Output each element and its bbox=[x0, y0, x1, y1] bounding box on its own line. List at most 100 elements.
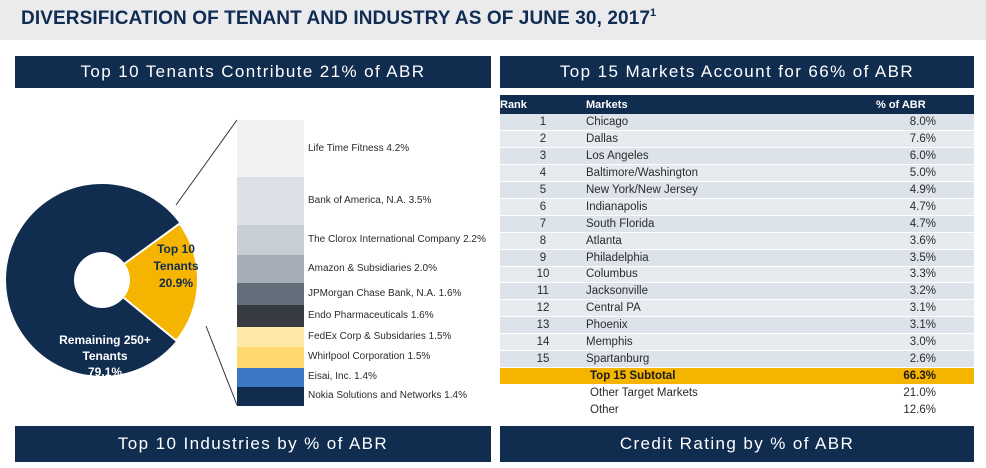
markets-table: Rank Markets % of ABR 1 Chicago 8.0% 2 Dalla… bbox=[500, 95, 974, 419]
market-rank: 11 bbox=[500, 282, 586, 301]
market-rank: 4 bbox=[500, 164, 586, 183]
market-name: Dallas bbox=[586, 130, 876, 149]
tenant-bar-segment bbox=[237, 177, 304, 226]
market-name: New York/New Jersey bbox=[586, 181, 876, 199]
other-target-label: Other Target Markets bbox=[586, 384, 876, 402]
market-name: South Florida bbox=[586, 215, 876, 233]
pie-label-top10-pct: 20.9% bbox=[159, 276, 193, 290]
market-name: Chicago bbox=[586, 114, 876, 132]
market-pct: 3.6% bbox=[876, 232, 974, 250]
market-name: Atlanta bbox=[586, 232, 876, 250]
market-name: Indianapolis bbox=[586, 198, 876, 216]
title-footnote: 1 bbox=[650, 7, 657, 19]
market-rank: 14 bbox=[500, 333, 586, 351]
market-rank: 5 bbox=[500, 181, 586, 199]
tenant-bar-segment bbox=[237, 347, 304, 368]
market-row: 15 Spartanburg 2.6% bbox=[500, 350, 974, 368]
market-pct: 3.3% bbox=[876, 266, 974, 284]
market-rank: 9 bbox=[500, 249, 586, 267]
tenant-bar-segment bbox=[237, 255, 304, 283]
page-title: DIVERSIFICATION OF TENANT AND INDUSTRY A… bbox=[21, 7, 657, 29]
tenant-label: FedEx Corp & Subsidaries 1.5% bbox=[308, 330, 452, 342]
tenants-panel-header: Top 10 Tenants Contribute 21% of ABR bbox=[15, 56, 491, 88]
tenant-bar-segment bbox=[237, 367, 304, 387]
tenant-label: Eisai, Inc. 1.4% bbox=[308, 371, 377, 383]
market-name: Memphis bbox=[586, 333, 876, 351]
other-target-pct: 21.0% bbox=[876, 384, 974, 402]
market-pct: 3.0% bbox=[876, 333, 974, 351]
tenant-label: Endo Pharmaceuticals 1.6% bbox=[308, 309, 434, 321]
col-header-markets: Markets bbox=[586, 95, 876, 114]
market-pct: 2.6% bbox=[876, 350, 974, 368]
tenant-label: Nokia Solutions and Networks 1.4% bbox=[308, 390, 467, 402]
market-rank: 15 bbox=[500, 350, 586, 368]
market-rank: 8 bbox=[500, 232, 586, 250]
market-pct: 7.6% bbox=[876, 130, 974, 149]
market-row: 1 Chicago 8.0% bbox=[500, 114, 974, 132]
col-header-rank: Rank bbox=[500, 95, 586, 114]
subtotal-pct: 66.3% bbox=[876, 367, 974, 385]
market-row: 10 Columbus 3.3% bbox=[500, 266, 974, 284]
market-name: Los Angeles bbox=[586, 147, 876, 166]
market-pct: 6.0% bbox=[876, 147, 974, 166]
other-row: Other 12.6% bbox=[500, 401, 974, 419]
market-row: 9 Philadelphia 3.5% bbox=[500, 249, 974, 267]
market-pct: 4.7% bbox=[876, 198, 974, 216]
market-row: 2 Dallas 7.6% bbox=[500, 130, 974, 149]
market-rank: 10 bbox=[500, 266, 586, 284]
market-row: 12 Central PA 3.1% bbox=[500, 299, 974, 318]
market-pct: 3.1% bbox=[876, 299, 974, 318]
tenant-label: Bank of America, N.A. 3.5% bbox=[308, 195, 432, 207]
pie-center-hole bbox=[74, 252, 130, 308]
tenant-label: The Clorox International Company 2.2% bbox=[308, 234, 486, 246]
pie-label-remaining-line2: Tenants bbox=[82, 349, 127, 363]
pie-label-top10-line1: Top 10 bbox=[157, 242, 195, 256]
tenant-bar-segment bbox=[237, 225, 304, 256]
market-row: 11 Jacksonville 3.2% bbox=[500, 282, 974, 301]
subtotal-row: Top 15 Subtotal 66.3% bbox=[500, 367, 974, 385]
credit-panel-header: Credit Rating by % of ABR bbox=[500, 426, 974, 462]
market-pct: 5.0% bbox=[876, 164, 974, 183]
tenant-bar-segment bbox=[237, 120, 304, 178]
pie-slice-top10 bbox=[100, 222, 199, 343]
market-row: 14 Memphis 3.0% bbox=[500, 333, 974, 351]
market-pct: 4.7% bbox=[876, 215, 974, 233]
market-row: 3 Los Angeles 6.0% bbox=[500, 147, 974, 166]
market-row: 7 South Florida 4.7% bbox=[500, 215, 974, 233]
pie-label-remaining-pct: 79.1% bbox=[88, 365, 122, 379]
tenant-label: Whirlpool Corporation 1.5% bbox=[308, 351, 431, 363]
market-rank: 12 bbox=[500, 299, 586, 318]
market-name: Baltimore/Washington bbox=[586, 164, 876, 183]
market-row: 4 Baltimore/Washington 5.0% bbox=[500, 164, 974, 183]
market-rank: 1 bbox=[500, 114, 586, 132]
tenant-label: Life Time Fitness 4.2% bbox=[308, 142, 410, 154]
tenant-label: JPMorgan Chase Bank, N.A. 1.6% bbox=[308, 287, 462, 299]
market-pct: 3.2% bbox=[876, 282, 974, 301]
pie-label-top10-line2: Tenants bbox=[153, 259, 198, 273]
title-bar: DIVERSIFICATION OF TENANT AND INDUSTRY A… bbox=[0, 0, 986, 40]
market-row: 8 Atlanta 3.6% bbox=[500, 232, 974, 250]
market-rank: 13 bbox=[500, 316, 586, 335]
market-pct: 3.1% bbox=[876, 316, 974, 335]
market-name: Spartanburg bbox=[586, 350, 876, 368]
market-name: Columbus bbox=[586, 266, 876, 284]
market-rank: 7 bbox=[500, 215, 586, 233]
other-label: Other bbox=[586, 401, 876, 419]
tenant-label: Amazon & Subsidiaries 2.0% bbox=[308, 263, 437, 275]
market-rank: 6 bbox=[500, 198, 586, 216]
market-name: Central PA bbox=[586, 299, 876, 318]
market-row: 6 Indianapolis 4.7% bbox=[500, 198, 974, 216]
other-target-row: Other Target Markets 21.0% bbox=[500, 384, 974, 402]
tenant-bar-segment bbox=[237, 386, 304, 406]
connector-line-top bbox=[175, 119, 238, 206]
market-row: 5 New York/New Jersey 4.9% bbox=[500, 181, 974, 199]
markets-panel-header: Top 15 Markets Account for 66% of ABR bbox=[500, 56, 974, 88]
market-pct: 8.0% bbox=[876, 114, 974, 132]
market-name: Philadelphia bbox=[586, 249, 876, 267]
tenant-bar-segment bbox=[237, 326, 304, 348]
market-row: 13 Phoenix 3.1% bbox=[500, 316, 974, 335]
market-name: Jacksonville bbox=[586, 282, 876, 301]
subtotal-label: Top 15 Subtotal bbox=[586, 367, 876, 385]
industries-panel-header: Top 10 Industries by % of ABR bbox=[15, 426, 491, 462]
